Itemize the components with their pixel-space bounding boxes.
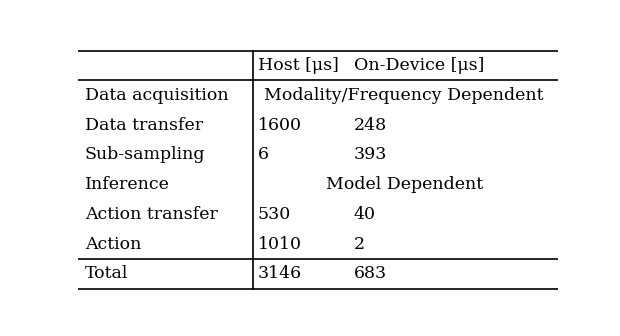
Text: Sub-sampling: Sub-sampling	[85, 146, 205, 163]
Text: 683: 683	[354, 265, 387, 282]
Text: 1600: 1600	[258, 117, 302, 133]
Text: 40: 40	[354, 206, 376, 223]
Text: Inference: Inference	[85, 176, 170, 193]
Text: 530: 530	[258, 206, 291, 223]
Text: On-Device [μs]: On-Device [μs]	[354, 57, 484, 74]
Text: Host [μs]: Host [μs]	[258, 57, 339, 74]
Text: Model Dependent: Model Dependent	[326, 176, 483, 193]
Text: 393: 393	[354, 146, 387, 163]
Text: Modality/Frequency Dependent: Modality/Frequency Dependent	[265, 87, 544, 104]
Text: 6: 6	[258, 146, 268, 163]
Text: Data transfer: Data transfer	[85, 117, 203, 133]
Text: Data acquisition: Data acquisition	[85, 87, 228, 104]
Text: 1010: 1010	[258, 236, 302, 253]
Text: Action: Action	[85, 236, 141, 253]
Text: 2: 2	[354, 236, 365, 253]
Text: Total: Total	[85, 265, 128, 282]
Text: 3146: 3146	[258, 265, 302, 282]
Text: Action transfer: Action transfer	[85, 206, 218, 223]
Text: 248: 248	[354, 117, 387, 133]
